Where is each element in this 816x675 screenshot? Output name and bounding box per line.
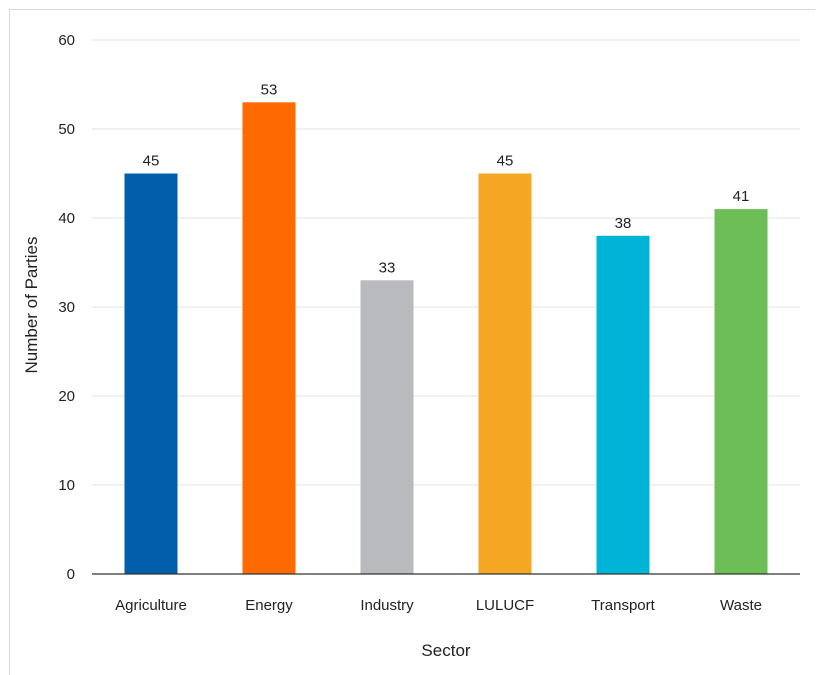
data-label: 38 bbox=[615, 215, 632, 232]
x-tick-label: Industry bbox=[360, 597, 414, 614]
y-tick-label: 60 bbox=[58, 32, 75, 49]
y-tick-label: 10 bbox=[58, 477, 75, 494]
bar bbox=[124, 173, 178, 574]
x-tick-label: Agriculture bbox=[115, 597, 187, 614]
y-tick-label: 30 bbox=[58, 299, 75, 316]
gridlines bbox=[92, 39, 800, 486]
data-label: 45 bbox=[143, 153, 160, 170]
y-tick-label: 50 bbox=[58, 121, 75, 138]
x-axis-ticks: Agriculture Energy Industry LULUCF Transport… bbox=[115, 597, 762, 614]
y-tick-label: 20 bbox=[58, 388, 75, 405]
data-label: 41 bbox=[733, 188, 750, 205]
data-label: 45 bbox=[497, 153, 514, 170]
bar bbox=[478, 173, 532, 574]
x-tick-label: Transport bbox=[591, 597, 655, 614]
x-tick-label: Energy bbox=[245, 597, 293, 614]
bar bbox=[360, 280, 414, 574]
y-axis-title: Number of Parties bbox=[22, 237, 41, 374]
bar bbox=[596, 235, 650, 575]
chart-frame bbox=[9, 9, 815, 675]
data-label: 53 bbox=[261, 81, 278, 98]
bar bbox=[714, 209, 768, 574]
bar bbox=[242, 102, 296, 575]
data-label: 33 bbox=[379, 259, 396, 276]
x-tick-label: Waste bbox=[720, 597, 762, 614]
data-labels: 45 53 33 45 38 41 bbox=[143, 81, 750, 276]
x-axis-title: Sector bbox=[421, 641, 470, 660]
x-tick-label: LULUCF bbox=[476, 597, 534, 614]
y-axis-ticks: 0 10 20 30 40 50 60 bbox=[58, 32, 75, 583]
bars bbox=[124, 102, 768, 575]
y-tick-label: 0 bbox=[67, 566, 75, 583]
y-tick-label: 40 bbox=[58, 210, 75, 227]
